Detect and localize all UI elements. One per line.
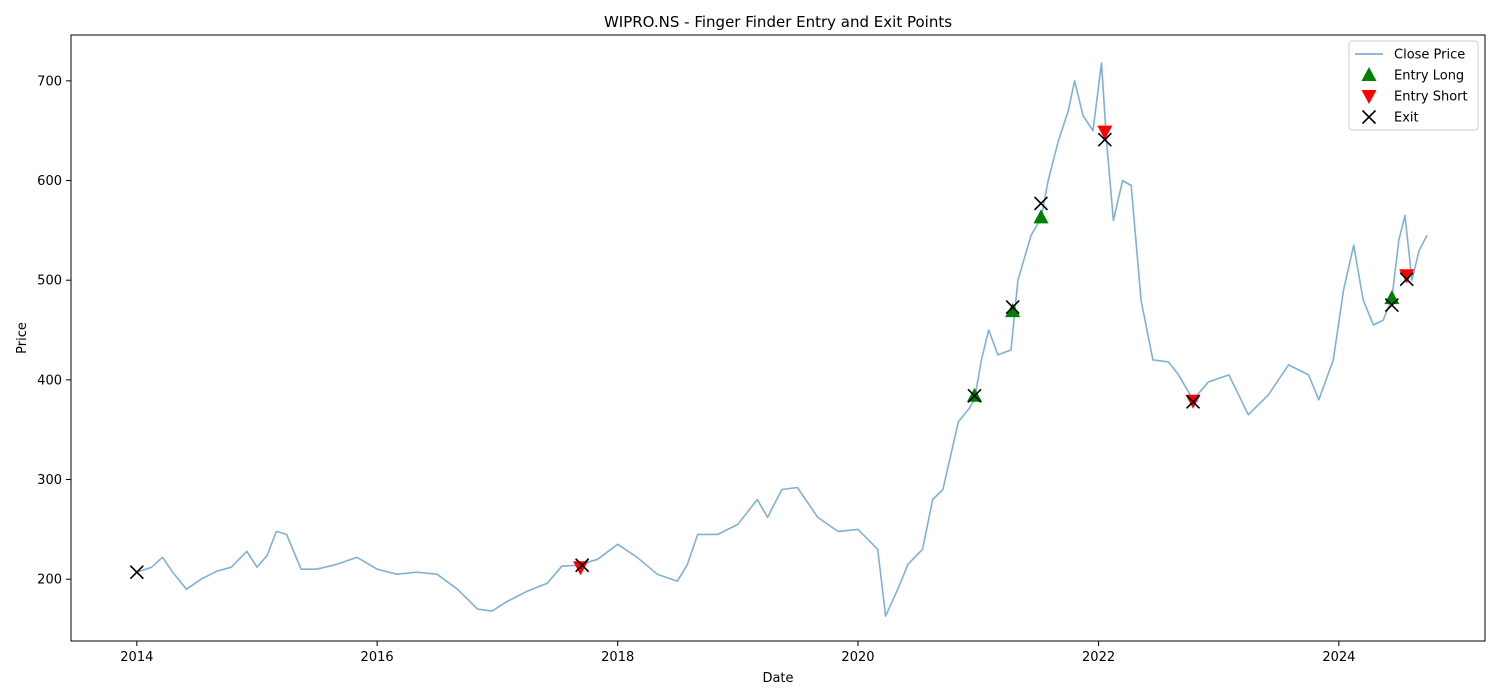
exit-marker — [1097, 132, 1112, 147]
legend: Close Price Entry Long Entry Short Exit — [1348, 40, 1479, 131]
x-tick-label: 2022 — [1082, 650, 1115, 665]
y-tick-label: 400 — [37, 373, 62, 388]
chart-title: WIPRO.NS - Finger Finder Entry and Exit … — [604, 13, 952, 31]
x-tick-label: 2018 — [601, 650, 634, 665]
y-tick-label: 300 — [37, 473, 62, 488]
entry-short-marker — [573, 561, 589, 576]
exit-marker — [1399, 272, 1414, 287]
entry-short-marker — [1097, 125, 1113, 140]
legend-label: Exit — [1394, 111, 1419, 126]
close-price-line — [136, 62, 1428, 617]
legend-label: Entry Long — [1394, 69, 1464, 84]
exit-marker — [1033, 196, 1049, 211]
y-tick-label: 500 — [37, 274, 62, 289]
y-tick-label: 200 — [37, 573, 62, 588]
entry-long-marker — [1005, 303, 1021, 318]
x-axis: 2014 2016 2018 2020 2022 2024 — [120, 641, 1355, 665]
entry-short-marker — [1399, 269, 1415, 284]
legend-label: Close Price — [1394, 48, 1465, 63]
exit-marker — [1185, 394, 1201, 409]
y-axis-title: Price — [15, 322, 30, 354]
exit-marker — [967, 388, 982, 403]
exit-marker — [575, 558, 590, 573]
x-tick-label: 2024 — [1322, 650, 1355, 665]
legend-entry-short-swatch — [1361, 90, 1377, 104]
x-axis-title: Date — [762, 671, 793, 686]
y-axis: 200 300 400 500 600 700 — [37, 74, 71, 588]
legend-box — [1348, 40, 1479, 131]
exit-marker — [129, 565, 144, 580]
entry-long-marker — [1033, 209, 1049, 224]
y-tick-label: 600 — [37, 174, 62, 189]
x-tick-label: 2014 — [120, 650, 153, 665]
legend-entry-long-swatch — [1361, 67, 1377, 81]
plot-frame — [70, 34, 1486, 642]
exit-marker — [1005, 300, 1020, 315]
legend-exit-swatch — [1361, 109, 1377, 125]
x-tick-label: 2016 — [361, 650, 394, 665]
exit-marker — [1384, 298, 1399, 313]
legend-label: Entry Short — [1394, 90, 1468, 105]
y-tick-label: 700 — [37, 74, 62, 89]
x-tick-label: 2020 — [841, 650, 874, 665]
plot-area — [129, 62, 1428, 617]
